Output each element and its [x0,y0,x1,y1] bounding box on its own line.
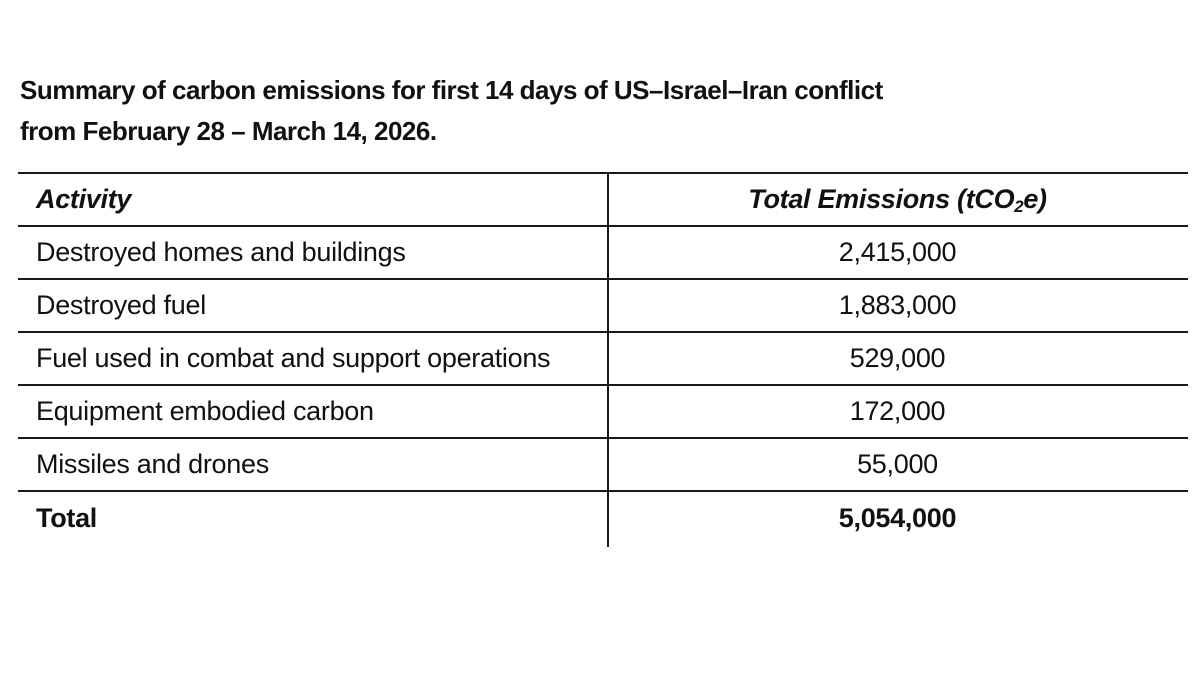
emissions-cell: 2,415,000 [838,237,957,267]
table-total-row: Total 5,054,000 [18,492,1188,545]
emissions-cell: 529,000 [849,343,946,373]
column-header-emissions: Total Emissions (tCO2e) [607,184,1188,215]
table-row: Destroyed homes and buildings 2,415,000 [18,227,1188,280]
emissions-header-prefix: Total Emissions (tCO [748,184,1015,214]
emissions-cell: 172,000 [849,396,946,426]
figure-title-line1: Summary of carbon emissions for first 14… [20,75,883,105]
emissions-header-suffix: e) [1023,184,1047,214]
emissions-table: Activity Total Emissions (tCO2e) Destroy… [18,172,1188,547]
activity-cell: Destroyed fuel [36,290,206,320]
total-label: Total [36,503,97,533]
emissions-cell: 1,883,000 [838,290,957,320]
emissions-header-subscript: 2 [1014,197,1024,217]
table-row: Equipment embodied carbon 172,000 [18,386,1188,439]
column-divider-rule [607,174,609,547]
column-header-activity: Activity [36,184,132,214]
figure-title-line2: from February 28 – March 14, 2026. [20,116,437,146]
activity-cell: Destroyed homes and buildings [36,237,406,267]
total-emissions-value: 5,054,000 [838,503,957,533]
activity-cell: Equipment embodied carbon [36,396,374,426]
table-header-row: Activity Total Emissions (tCO2e) [18,174,1188,227]
table-row: Destroyed fuel 1,883,000 [18,280,1188,333]
activity-cell: Fuel used in combat and support operatio… [36,343,551,373]
table-row: Fuel used in combat and support operatio… [18,333,1188,386]
activity-cell: Missiles and drones [36,449,269,479]
figure-title: Summary of carbon emissions for first 14… [20,70,883,152]
table-row: Missiles and drones 55,000 [18,439,1188,492]
emissions-cell: 55,000 [857,449,938,479]
